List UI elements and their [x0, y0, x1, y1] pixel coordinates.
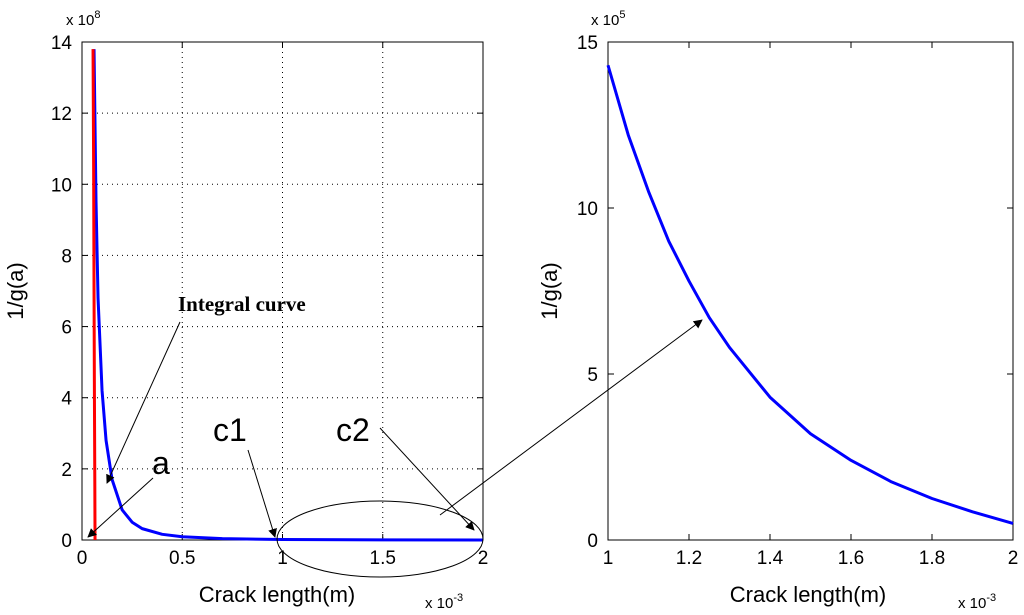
left-series [91, 49, 484, 542]
right-y-ticks: 0 5 10 15 [577, 33, 1013, 552]
annotation-a: a [152, 445, 170, 481]
series-line-0 [92, 49, 484, 542]
right-chart: 1 1.2 1.4 1.6 1.8 2 0 5 10 15 x 105 x 10-3 Crack… [537, 9, 1018, 612]
y-tick-label: 0 [587, 531, 598, 552]
y-tick-label: 14 [51, 33, 73, 54]
y-tick-label: 15 [577, 33, 598, 54]
y-tick-label: 6 [61, 318, 72, 339]
right-y-multiplier: x 105 [591, 9, 625, 29]
left-chart: 0 0.5 1 1.5 2 0 2 4 6 8 10 12 14 x 108 x 10-3 Crack… [3, 9, 488, 612]
left-x-axis-label: Crack length(m) [199, 582, 355, 607]
x-tick-label: 1.5 [370, 548, 396, 569]
x-tick-label: 1 [603, 548, 614, 569]
right-plot-frame [607, 41, 1014, 541]
x-tick-label: 1.6 [838, 548, 864, 569]
x-tick-label: 1.4 [757, 548, 784, 569]
annotation-c1: c1 [213, 412, 247, 448]
y-tick-label: 12 [51, 104, 72, 125]
x-tick-label: 1 [277, 548, 288, 569]
arrow-a [87, 477, 154, 538]
series-line-0 [606, 64, 1014, 525]
y-tick-label: 10 [577, 199, 598, 220]
left-y-ticks: 0 2 4 6 8 10 12 14 [51, 33, 483, 552]
right-x-axis-label: Crack length(m) [730, 582, 886, 607]
series-line-1 [91, 49, 97, 541]
right-y-axis-label: 1/g(a) [537, 262, 562, 319]
annotation-integral-curve: Integral curve [178, 292, 306, 316]
c1-c2-ellipse [276, 500, 484, 578]
y-tick-label: 4 [61, 389, 72, 410]
arrow-c2 [379, 427, 475, 531]
right-x-multiplier: x 10-3 [958, 592, 996, 612]
x-tick-label: 1.2 [676, 548, 702, 569]
annotation-c2: c2 [336, 412, 370, 448]
y-tick-label: 0 [61, 531, 72, 552]
x-tick-label: 0.5 [169, 548, 195, 569]
left-grid [82, 42, 483, 540]
arrow-c1 [247, 449, 277, 538]
y-tick-label: 10 [51, 175, 72, 196]
left-x-ticks: 0 0.5 1 1.5 2 [77, 42, 489, 569]
arrow-integral-curve [106, 321, 181, 484]
left-x-multiplier: x 10-3 [425, 592, 463, 612]
y-tick-label: 2 [61, 460, 72, 481]
right-series [606, 64, 1014, 525]
left-plot-frame [81, 41, 484, 541]
left-y-axis-label: 1/g(a) [3, 262, 28, 319]
left-y-multiplier: x 108 [66, 9, 100, 29]
x-tick-label: 0 [77, 548, 88, 569]
y-tick-label: 8 [61, 246, 72, 267]
y-tick-label: 5 [587, 365, 598, 386]
arrow-zoom-connector [439, 319, 703, 516]
x-tick-label: 2 [478, 548, 489, 569]
x-tick-label: 1.8 [919, 548, 945, 569]
right-x-ticks: 1 1.2 1.4 1.6 1.8 2 [603, 42, 1019, 569]
x-tick-label: 2 [1008, 548, 1019, 569]
